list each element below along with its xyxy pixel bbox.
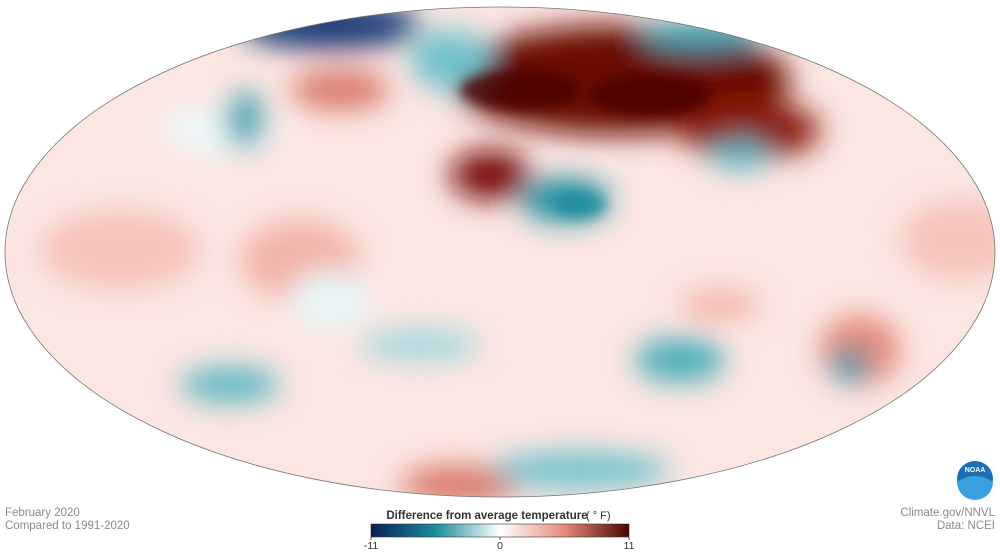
colorbar-tick-label: 0: [497, 540, 503, 552]
colorbar-ramp: [370, 523, 630, 538]
colorbar-tick-label: -11: [364, 540, 379, 552]
colorbar-unit: ( ° F): [586, 510, 611, 522]
noaa-logo: NOAA: [957, 461, 993, 500]
period: February 2020: [5, 507, 80, 519]
data-credit: Data: NCEI: [937, 520, 995, 532]
colorbar: Difference from average temperature ( ° …: [364, 510, 635, 552]
globe-outline: [4, 6, 996, 498]
source: Climate.gov/NNVL: [900, 507, 995, 519]
colorbar-tick-label: 11: [624, 540, 635, 552]
baseline: Compared to 1991-2020: [5, 520, 130, 532]
anomaly-field: [5, 7, 995, 497]
colorbar-title: Difference from average temperature: [386, 510, 587, 522]
logo-text: NOAA: [965, 467, 986, 474]
